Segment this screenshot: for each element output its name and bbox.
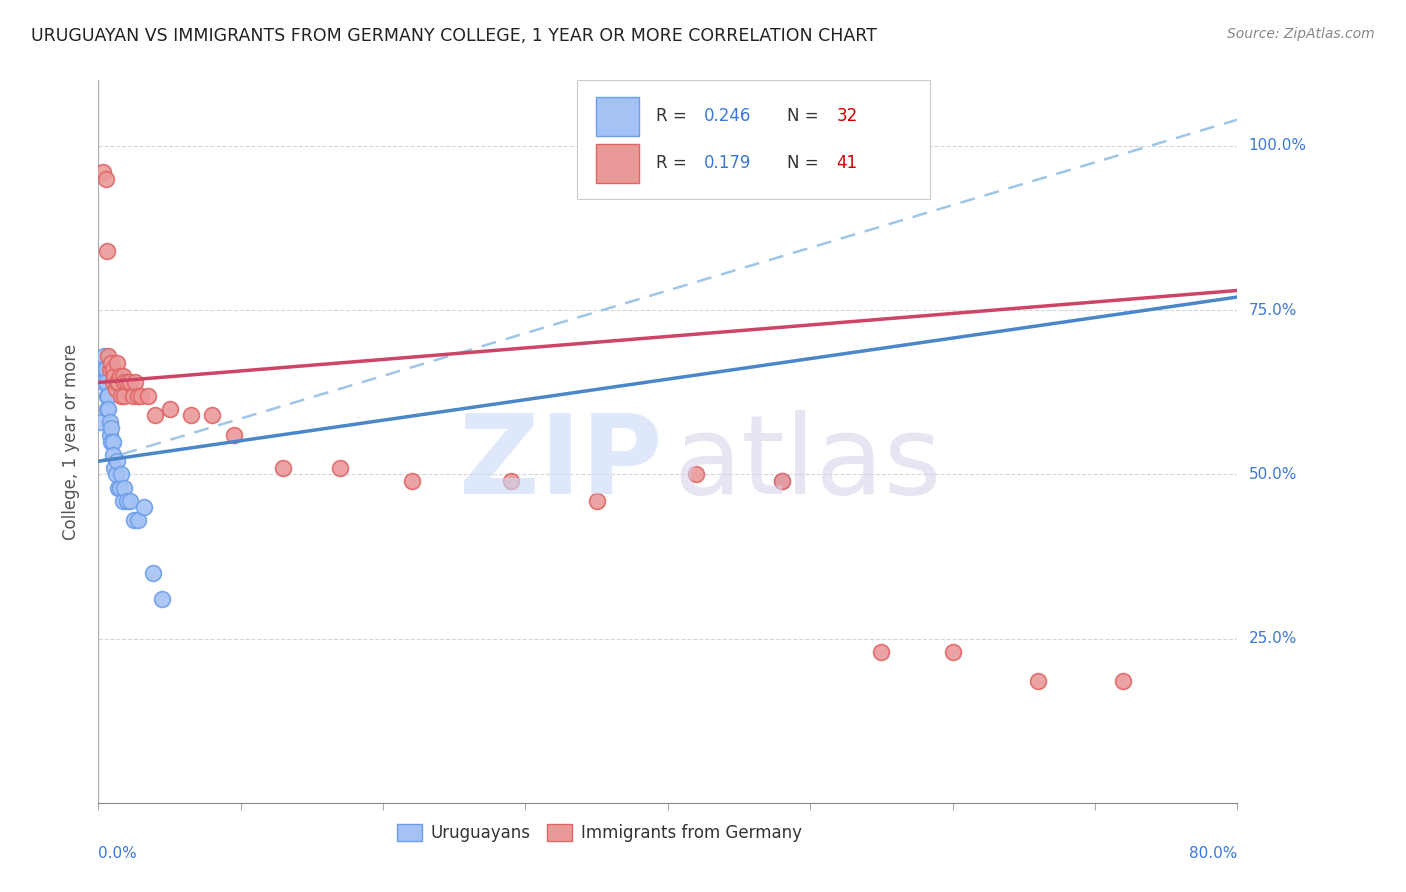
Point	[97, 401, 120, 416]
Point	[112, 376, 135, 390]
Point	[107, 376, 129, 390]
Point	[107, 481, 129, 495]
Point	[111, 493, 134, 508]
Point	[115, 493, 138, 508]
Point	[118, 493, 141, 508]
Point	[110, 467, 132, 482]
Point	[93, 349, 115, 363]
Point	[273, 460, 295, 475]
Text: 0.0%: 0.0%	[98, 847, 138, 861]
Text: 100.0%: 100.0%	[1249, 138, 1306, 153]
Point	[101, 376, 124, 390]
Point	[104, 382, 127, 396]
Point	[98, 428, 121, 442]
FancyBboxPatch shape	[596, 96, 640, 136]
Point	[97, 388, 120, 402]
Point	[103, 368, 125, 383]
Point	[100, 356, 122, 370]
Point	[129, 388, 152, 402]
Point	[98, 362, 121, 376]
Point	[97, 349, 120, 363]
Point	[152, 592, 174, 607]
Legend: Uruguayans, Immigrants from Germany: Uruguayans, Immigrants from Germany	[391, 817, 808, 848]
Text: 50.0%: 50.0%	[1249, 467, 1296, 482]
Point	[100, 434, 122, 449]
Point	[501, 474, 523, 488]
Point	[91, 376, 114, 390]
Point	[121, 388, 143, 402]
Point	[112, 481, 135, 495]
Point	[94, 376, 117, 390]
Point	[118, 376, 141, 390]
Point	[105, 454, 128, 468]
Point	[132, 500, 155, 515]
Point	[105, 376, 128, 390]
Text: 41: 41	[837, 154, 858, 172]
Point	[159, 401, 181, 416]
Point	[1026, 674, 1049, 689]
Point	[127, 513, 149, 527]
Text: 0.246: 0.246	[704, 107, 752, 126]
Point	[201, 409, 224, 423]
Text: R =: R =	[657, 154, 693, 172]
Point	[115, 376, 138, 390]
Text: atlas: atlas	[673, 409, 942, 516]
Point	[222, 428, 245, 442]
Text: R =: R =	[657, 107, 693, 126]
Point	[105, 356, 128, 370]
Text: 0.179: 0.179	[704, 154, 752, 172]
Point	[585, 493, 607, 508]
Text: 32: 32	[837, 107, 858, 126]
Point	[101, 448, 124, 462]
Point	[136, 388, 159, 402]
Point	[103, 460, 125, 475]
Point	[93, 362, 115, 376]
Point	[141, 566, 163, 580]
Point	[96, 244, 118, 258]
Point	[127, 388, 149, 402]
Point	[96, 388, 118, 402]
Point	[770, 474, 793, 488]
Text: 80.0%: 80.0%	[1189, 847, 1237, 861]
Point	[942, 645, 965, 659]
Point	[122, 513, 145, 527]
Text: N =: N =	[787, 107, 824, 126]
Point	[685, 467, 707, 482]
Point	[101, 362, 124, 376]
Text: ZIP: ZIP	[458, 409, 662, 516]
Point	[110, 388, 132, 402]
Text: N =: N =	[787, 154, 824, 172]
FancyBboxPatch shape	[596, 144, 640, 183]
Point	[96, 401, 118, 416]
Point	[100, 421, 122, 435]
Text: 75.0%: 75.0%	[1249, 302, 1296, 318]
Point	[91, 165, 114, 179]
Point	[101, 434, 124, 449]
Point	[180, 409, 202, 423]
Point	[111, 368, 134, 383]
FancyBboxPatch shape	[576, 80, 929, 200]
Point	[98, 415, 121, 429]
Point	[90, 415, 112, 429]
Point	[94, 362, 117, 376]
Point	[1112, 674, 1135, 689]
Point	[104, 467, 127, 482]
Point	[145, 409, 167, 423]
Point	[94, 171, 117, 186]
Point	[108, 481, 131, 495]
Text: Source: ZipAtlas.com: Source: ZipAtlas.com	[1227, 27, 1375, 41]
Text: 25.0%: 25.0%	[1249, 632, 1296, 646]
Point	[401, 474, 423, 488]
Point	[112, 388, 135, 402]
Point	[770, 474, 793, 488]
Point	[329, 460, 352, 475]
Y-axis label: College, 1 year or more: College, 1 year or more	[62, 343, 80, 540]
Point	[108, 368, 131, 383]
Point	[870, 645, 893, 659]
Text: URUGUAYAN VS IMMIGRANTS FROM GERMANY COLLEGE, 1 YEAR OR MORE CORRELATION CHART: URUGUAYAN VS IMMIGRANTS FROM GERMANY COL…	[31, 27, 877, 45]
Point	[124, 376, 146, 390]
